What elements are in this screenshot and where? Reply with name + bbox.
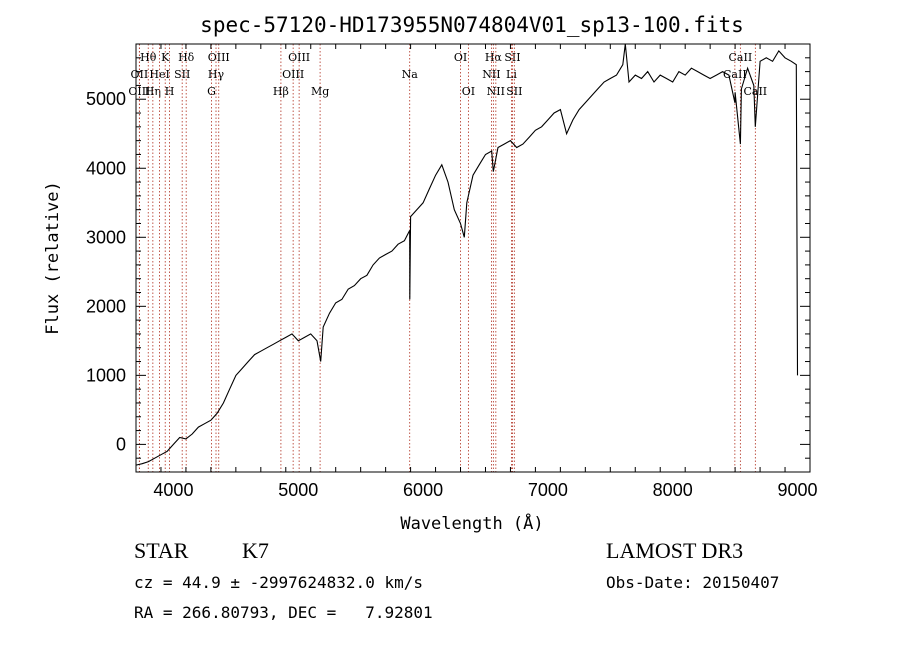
y-axis-label: Flux (relative)	[43, 181, 63, 335]
spectral-line-label: G	[207, 85, 216, 98]
spectral-line-label: SII	[504, 51, 520, 64]
spectral-line-label: SII	[506, 85, 522, 98]
y-tick-label: 5000	[86, 89, 126, 109]
spectral-line-label: OIII	[282, 68, 304, 81]
x-tick-label: 9000	[777, 480, 817, 500]
spectral-line-label: Mg	[311, 85, 329, 98]
x-tick-label: 4000	[153, 480, 193, 500]
spectral-line-label: Hη	[145, 85, 161, 98]
y-tick-label: 2000	[86, 296, 126, 316]
spectral-line-label: HeI	[149, 68, 169, 81]
y-axis-ticks: 0 1000 2000 3000 4000 5000	[86, 43, 810, 459]
x-tick-label: 6000	[403, 480, 443, 500]
plot-frame	[135, 43, 811, 473]
spectral-line-label: Hγ	[208, 68, 225, 81]
chart-title: spec-57120-HD173955N074804V01_sp13-100.f…	[200, 13, 744, 37]
spectral-line-label: K	[161, 51, 170, 64]
spectral-line-label: NII	[482, 68, 500, 81]
survey-name: LAMOST DR3	[606, 538, 744, 563]
spectral-line-label: CaII	[729, 51, 753, 64]
x-tick-label: 5000	[278, 480, 318, 500]
y-tick-label: 4000	[86, 158, 126, 178]
y-tick-label: 3000	[86, 227, 126, 247]
spectral-line-label: OI	[462, 85, 475, 98]
y-tick-label: 0	[116, 434, 126, 454]
x-tick-label: 8000	[653, 480, 693, 500]
observation-date: Obs-Date: 20150407	[606, 573, 780, 592]
spectral-line-label: OIII	[208, 51, 230, 64]
spectral-line-label: Hδ	[178, 51, 195, 64]
spectral-line-label: NII	[487, 85, 505, 98]
object-class: STAR	[134, 538, 189, 563]
spectral-line-label: OIII	[288, 51, 310, 64]
spectral-line-label: CaII	[743, 85, 767, 98]
spectral-line-label: OII	[131, 68, 149, 81]
x-axis-ticks: 4000 5000 6000 7000 8000 9000	[153, 44, 818, 500]
spectral-line-label: OIII	[128, 85, 150, 98]
spectral-line-label: Li	[506, 68, 517, 81]
x-tick-label: 7000	[528, 480, 568, 500]
object-subclass: K7	[242, 538, 269, 563]
y-tick-label: 1000	[86, 365, 126, 385]
sky-coordinates: RA = 266.80793, DEC = 7.92801	[134, 603, 433, 622]
spectral-line-label: CaII	[723, 68, 747, 81]
spectral-line-label: OI	[454, 51, 467, 64]
flux-series-line	[135, 43, 799, 466]
redshift-readout: cz = 44.9 ± -2997624832.0 km/s	[134, 573, 423, 592]
spectral-line-label: Hβ	[273, 85, 289, 98]
x-axis-label: Wavelength (Å)	[400, 512, 543, 534]
spectral-line-label: SII	[174, 68, 190, 81]
spectral-line-label: Hα	[485, 51, 503, 64]
spectral-line-label: Hθ	[140, 51, 157, 64]
spectral-line-label: H	[165, 85, 175, 98]
spectral-line-label: Na	[402, 68, 419, 81]
